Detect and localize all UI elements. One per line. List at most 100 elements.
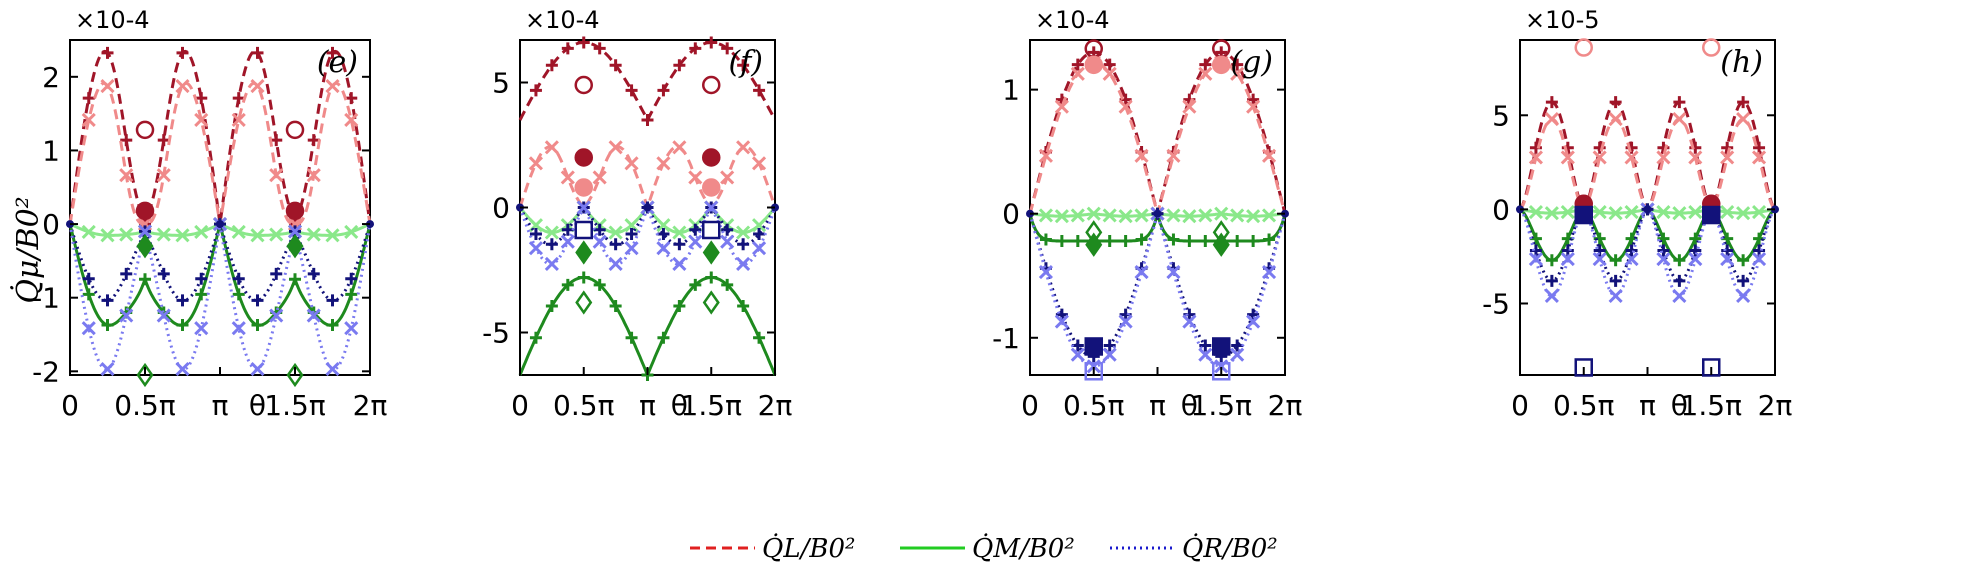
- series-line-R_light: [68, 223, 372, 371]
- series-marker: [251, 319, 264, 332]
- series-marker: [1134, 148, 1149, 163]
- series-marker: [251, 46, 264, 59]
- x-tick-label: π: [1639, 389, 1656, 422]
- series-marker: [250, 228, 265, 243]
- series-marker: [1246, 209, 1261, 224]
- series-marker: [1657, 232, 1670, 245]
- panel-2: -5 0 5 0 0.5π π θ1.5π 2π ×10-4 (f): [482, 6, 792, 422]
- legend: Q̇L/B0² Q̇M/B0² Q̇R/B0²: [690, 533, 1278, 564]
- series-marker: [251, 294, 264, 307]
- series-marker: [608, 140, 623, 155]
- series-marker: [307, 267, 320, 280]
- series-marker: [157, 267, 170, 280]
- x-tick-label: 1.5π: [1191, 389, 1253, 422]
- series-marker: [1737, 274, 1750, 287]
- series-marker: [689, 223, 702, 236]
- x-tick-label: 2π: [1268, 389, 1303, 422]
- series-marker: [753, 331, 766, 344]
- series-marker: [1070, 66, 1085, 81]
- series-marker: [306, 168, 321, 183]
- series-marker: [100, 361, 115, 377]
- series-marker: [544, 225, 559, 240]
- series-line-L_dark: [1518, 100, 1777, 212]
- series-marker: [736, 225, 751, 240]
- series-marker: [1166, 265, 1181, 280]
- series-marker: [232, 92, 245, 105]
- data-marker-circle: [702, 178, 721, 197]
- series-marker: [101, 294, 114, 307]
- data-marker-circle: [574, 178, 593, 197]
- axis-exponent: ×10-4: [75, 6, 150, 34]
- series-marker: [1102, 66, 1117, 81]
- series-marker: [1135, 233, 1148, 246]
- series-marker: [1102, 347, 1117, 362]
- data-marker-square: [1574, 205, 1593, 225]
- series-marker: [561, 278, 574, 291]
- series-marker: [721, 223, 734, 236]
- series-marker: [345, 288, 358, 301]
- series-marker: [119, 227, 134, 242]
- series-marker: [1261, 208, 1277, 223]
- series-marker: [269, 227, 284, 242]
- y-tick-label: 0: [42, 208, 60, 241]
- series-marker: [641, 114, 654, 126]
- series-line-R_dark: [1519, 207, 1776, 283]
- data-marker-diamond: [702, 240, 720, 265]
- series-marker: [120, 267, 133, 280]
- series-marker: [289, 273, 301, 286]
- series-marker: [1198, 66, 1213, 81]
- series-marker: [1672, 288, 1687, 304]
- panel-4: -5 0 5 0 0.5π π θ1.5π 2π ×10-5 (h): [1482, 6, 1792, 422]
- x-tick-label: 0.5π: [1063, 389, 1125, 422]
- data-marker-square-open: [574, 220, 593, 240]
- series-marker: [1528, 204, 1544, 220]
- legend-label-M: Q̇M/B0²: [972, 533, 1075, 564]
- series-marker: [672, 140, 687, 155]
- series-line-M_dark: [1519, 207, 1776, 262]
- data-marker-circle-open: [135, 120, 155, 140]
- series-marker: [545, 59, 558, 72]
- x-axis-label: θ: [249, 389, 266, 422]
- series-marker: [1751, 204, 1767, 220]
- series-marker: [737, 59, 750, 72]
- series-marker: [689, 42, 702, 55]
- x-tick-label: 0.5π: [1553, 389, 1615, 422]
- series-marker: [194, 224, 209, 239]
- series-marker: [1625, 244, 1638, 257]
- series-marker: [231, 112, 246, 128]
- series-marker: [673, 238, 686, 251]
- series-marker: [1071, 235, 1084, 247]
- series-marker: [1688, 252, 1703, 267]
- series-marker: [1529, 141, 1542, 154]
- data-marker-circle-open: [285, 120, 305, 140]
- series-marker: [1656, 204, 1671, 220]
- series-marker: [1231, 235, 1244, 247]
- series-marker: [1118, 209, 1133, 224]
- data-marker-diamond: [286, 233, 304, 259]
- series-marker: [176, 46, 189, 59]
- series-marker: [1592, 204, 1607, 220]
- data-marker-diamond: [1085, 232, 1103, 257]
- data-marker-diamond-open: [136, 362, 154, 388]
- series-marker: [1166, 208, 1181, 223]
- series-marker: [1054, 314, 1069, 329]
- series-marker: [545, 238, 558, 251]
- panel-label: (g): [1230, 45, 1273, 80]
- series-marker: [673, 300, 686, 313]
- series-marker: [326, 294, 339, 307]
- data-marker-circle: [1084, 55, 1103, 75]
- legend-label-L: Q̇L/B0²: [762, 533, 855, 564]
- series-marker: [176, 319, 189, 332]
- y-tick-label: 1: [1002, 74, 1020, 107]
- series-line-L_light: [1519, 117, 1776, 212]
- series-marker: [325, 361, 340, 377]
- y-tick-label: -5: [482, 317, 510, 350]
- series-marker: [81, 112, 96, 128]
- series-marker: [545, 300, 558, 313]
- series-marker: [1544, 111, 1559, 127]
- series-marker: [156, 227, 171, 242]
- series-marker: [1736, 288, 1751, 304]
- series-marker: [1688, 150, 1703, 165]
- x-tick-label: 2π: [1758, 389, 1793, 422]
